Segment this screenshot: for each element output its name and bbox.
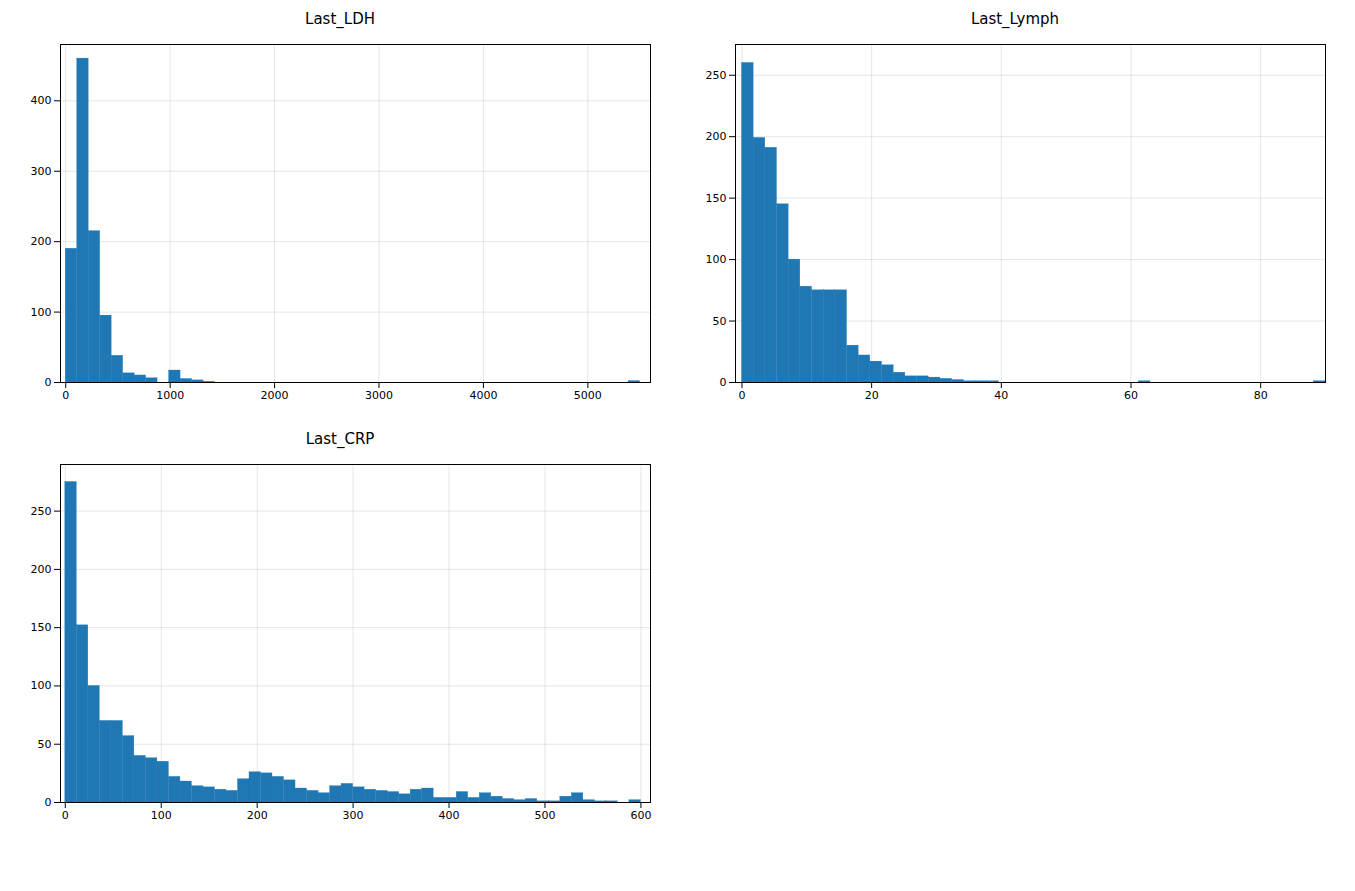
svg-text:1000: 1000 (156, 389, 184, 402)
svg-text:0: 0 (720, 376, 727, 389)
svg-text:250: 250 (31, 505, 52, 518)
html-text:Last_CRP: Last_CRP (305, 430, 375, 448)
svg-text:200: 200 (247, 809, 268, 822)
svg-text:400: 400 (31, 94, 52, 107)
svg-text:0: 0 (738, 389, 745, 402)
svg-text:40: 40 (994, 389, 1008, 402)
svg-text:200: 200 (31, 235, 52, 248)
svg-text:400: 400 (439, 809, 460, 822)
svg-text:200: 200 (31, 563, 52, 576)
svg-text:80: 80 (1254, 389, 1268, 402)
svg-text:2000: 2000 (261, 389, 289, 402)
svg-text:50: 50 (38, 738, 52, 751)
svg-text:0: 0 (62, 809, 69, 822)
svg-text:0: 0 (45, 796, 52, 809)
svg-text:250: 250 (706, 69, 727, 82)
svg-text:600: 600 (630, 809, 651, 822)
svg-text:100: 100 (706, 253, 727, 266)
svg-text:5000: 5000 (574, 389, 602, 402)
svg-text:200: 200 (706, 130, 727, 143)
svg-text:100: 100 (151, 809, 172, 822)
svg-text:150: 150 (31, 621, 52, 634)
svg-text:20: 20 (865, 389, 879, 402)
html-text:Last_LDH: Last_LDH (305, 10, 375, 28)
svg-text:0: 0 (45, 376, 52, 389)
svg-text:3000: 3000 (365, 389, 393, 402)
svg-text:0: 0 (62, 389, 69, 402)
svg-text:100: 100 (31, 679, 52, 692)
svg-text:100: 100 (31, 306, 52, 319)
svg-text:300: 300 (343, 809, 364, 822)
svg-text:50: 50 (713, 315, 727, 328)
svg-text:150: 150 (706, 192, 727, 205)
svg-text:500: 500 (534, 809, 555, 822)
svg-text:300: 300 (31, 165, 52, 178)
svg-text:4000: 4000 (469, 389, 497, 402)
svg-text:60: 60 (1124, 389, 1138, 402)
html-text:Last_Lymph: Last_Lymph (970, 10, 1060, 28)
